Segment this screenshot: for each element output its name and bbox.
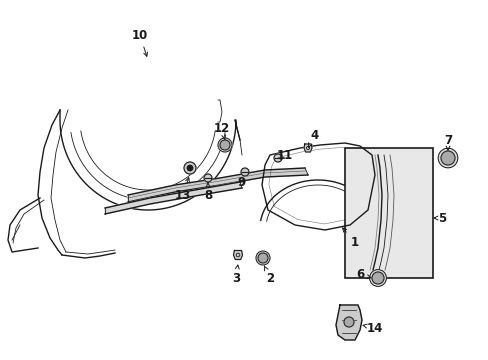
Text: 14: 14 — [362, 321, 383, 334]
Text: 5: 5 — [433, 212, 445, 225]
Text: 7: 7 — [443, 134, 451, 150]
Text: 8: 8 — [203, 183, 212, 202]
Text: 10: 10 — [132, 28, 148, 56]
Polygon shape — [105, 182, 242, 214]
Text: 4: 4 — [308, 129, 319, 147]
Circle shape — [187, 165, 192, 171]
Text: 12: 12 — [213, 122, 230, 140]
Text: 9: 9 — [237, 176, 245, 189]
Text: 13: 13 — [175, 178, 191, 202]
Text: 11: 11 — [276, 149, 292, 162]
Polygon shape — [128, 168, 307, 202]
Circle shape — [256, 251, 269, 265]
Text: 3: 3 — [231, 265, 240, 284]
Text: 6: 6 — [355, 269, 370, 282]
Circle shape — [369, 270, 386, 287]
Circle shape — [371, 272, 383, 284]
Circle shape — [440, 151, 454, 165]
Circle shape — [241, 168, 248, 176]
Polygon shape — [233, 251, 242, 260]
Circle shape — [343, 317, 353, 327]
Circle shape — [273, 154, 282, 162]
Circle shape — [218, 138, 231, 152]
Text: 1: 1 — [342, 228, 358, 248]
Circle shape — [437, 148, 457, 168]
Polygon shape — [304, 144, 311, 152]
Circle shape — [203, 174, 212, 182]
Text: 2: 2 — [264, 266, 273, 284]
FancyBboxPatch shape — [345, 148, 432, 278]
Circle shape — [220, 140, 229, 150]
Circle shape — [183, 162, 196, 174]
Polygon shape — [335, 305, 361, 340]
Circle shape — [258, 253, 267, 263]
